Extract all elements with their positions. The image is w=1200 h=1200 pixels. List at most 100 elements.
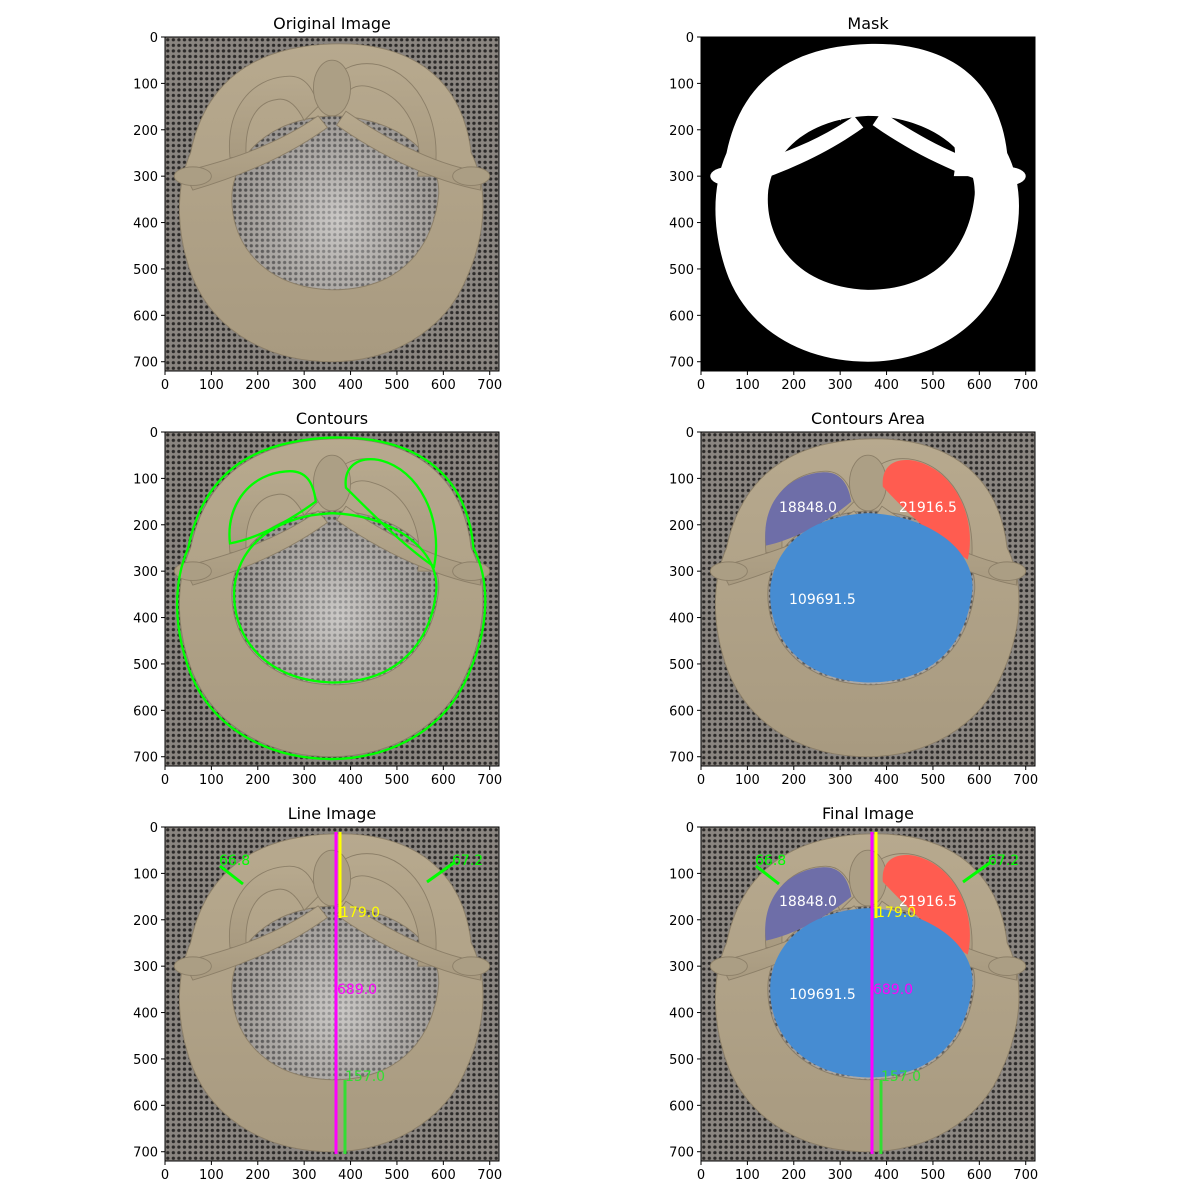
x-tick-label: 100 bbox=[735, 773, 760, 788]
x-tick-label: 400 bbox=[874, 378, 899, 393]
x-tick-label: 700 bbox=[1013, 378, 1038, 393]
y-tick-label: 300 bbox=[669, 170, 694, 185]
y-tick-label: 100 bbox=[669, 77, 694, 92]
axes-frame-lines bbox=[164, 826, 500, 1162]
area-label-lower: 109691.5 bbox=[789, 592, 856, 608]
x-tick-label: 0 bbox=[161, 773, 169, 788]
line-overlays bbox=[219, 832, 456, 1154]
x-tick-label: 100 bbox=[199, 378, 224, 393]
panel-title-area: Contours Area bbox=[811, 409, 925, 428]
x-tick-label: 700 bbox=[477, 1168, 502, 1183]
y-tick-label: 600 bbox=[669, 704, 694, 719]
x-tick-label: 500 bbox=[385, 1168, 410, 1183]
y-tick-label: 700 bbox=[669, 1146, 694, 1161]
y-tick-label: 0 bbox=[150, 31, 158, 46]
panel-final-image bbox=[701, 827, 1036, 1162]
y-tick-label: 300 bbox=[133, 170, 158, 185]
line-angle-left: 66.8 bbox=[219, 853, 250, 869]
y-tick-label: 600 bbox=[133, 704, 158, 719]
x-tick-label: 600 bbox=[967, 773, 992, 788]
y-tick-label: 200 bbox=[133, 519, 158, 534]
line-total-height: 689.0 bbox=[337, 982, 377, 998]
y-tick-label: 100 bbox=[669, 472, 694, 487]
x-tick-label: 500 bbox=[385, 773, 410, 788]
y-tick-label: 200 bbox=[133, 124, 158, 139]
x-tick-label: 600 bbox=[431, 378, 456, 393]
x-tick-label: 500 bbox=[921, 773, 946, 788]
y-tick-label: 100 bbox=[133, 867, 158, 882]
y-tick-label: 0 bbox=[686, 821, 694, 836]
axes-frame-original bbox=[164, 36, 500, 372]
y-tick-label: 0 bbox=[686, 31, 694, 46]
y-tick-label: 200 bbox=[669, 519, 694, 534]
y-tick-label: 500 bbox=[133, 1053, 158, 1068]
line-bottom-thickness: 157.0 bbox=[345, 1069, 385, 1085]
y-tick-label: 700 bbox=[133, 751, 158, 766]
x-tick-label: 300 bbox=[292, 1168, 317, 1183]
x-tick-label: 500 bbox=[921, 1168, 946, 1183]
x-tick-label: 600 bbox=[967, 378, 992, 393]
axes-frame-contours bbox=[164, 431, 500, 767]
y-tick-label: 300 bbox=[669, 565, 694, 580]
x-tick-label: 400 bbox=[338, 773, 363, 788]
y-tick-label: 400 bbox=[133, 612, 158, 627]
panel-title-lines: Line Image bbox=[288, 804, 377, 823]
x-tick-label: 600 bbox=[431, 1168, 456, 1183]
y-tick-label: 0 bbox=[150, 821, 158, 836]
x-tick-label: 600 bbox=[967, 1168, 992, 1183]
y-tick-label: 600 bbox=[133, 309, 158, 324]
final-bottom-thickness: 157.0 bbox=[881, 1069, 921, 1085]
y-tick-label: 500 bbox=[133, 658, 158, 673]
panel-mask-image bbox=[701, 37, 1036, 372]
final-angle-right: 67.2 bbox=[988, 853, 1019, 869]
axes-frame-mask bbox=[700, 36, 1036, 372]
x-tick-label: 400 bbox=[874, 773, 899, 788]
x-tick-label: 300 bbox=[828, 1168, 853, 1183]
y-tick-label: 500 bbox=[669, 263, 694, 278]
x-tick-label: 200 bbox=[781, 773, 806, 788]
y-tick-label: 400 bbox=[669, 612, 694, 627]
y-tick-label: 300 bbox=[669, 960, 694, 975]
x-tick-label: 100 bbox=[735, 378, 760, 393]
area-label-upper-right: 21916.5 bbox=[899, 500, 957, 516]
y-tick-label: 200 bbox=[669, 124, 694, 139]
x-tick-label: 0 bbox=[697, 773, 705, 788]
axes-frame-final bbox=[700, 826, 1036, 1162]
panel-title-mask: Mask bbox=[847, 14, 889, 33]
x-tick-label: 400 bbox=[338, 1168, 363, 1183]
x-tick-label: 700 bbox=[477, 378, 502, 393]
x-tick-label: 100 bbox=[199, 773, 224, 788]
x-tick-label: 200 bbox=[781, 378, 806, 393]
x-tick-label: 300 bbox=[828, 378, 853, 393]
panel-title-final: Final Image bbox=[822, 804, 914, 823]
final-top-thickness: 179.0 bbox=[876, 905, 916, 921]
panel-area-image bbox=[701, 432, 1036, 767]
y-tick-label: 100 bbox=[133, 77, 158, 92]
y-tick-label: 600 bbox=[669, 1099, 694, 1114]
y-tick-label: 600 bbox=[133, 1099, 158, 1114]
x-tick-label: 400 bbox=[874, 1168, 899, 1183]
y-tick-label: 500 bbox=[133, 263, 158, 278]
line-angle-right: 67.2 bbox=[452, 853, 483, 869]
y-tick-label: 700 bbox=[133, 1146, 158, 1161]
y-tick-label: 700 bbox=[669, 356, 694, 371]
axes-layer: 0 100 200 300 400 500 600 700010020030040050060… bbox=[133, 31, 1038, 1183]
x-tick-label: 200 bbox=[245, 378, 270, 393]
x-tick-label: 300 bbox=[292, 378, 317, 393]
x-tick-label: 400 bbox=[338, 378, 363, 393]
y-tick-label: 100 bbox=[669, 867, 694, 882]
y-tick-label: 700 bbox=[133, 356, 158, 371]
y-tick-label: 400 bbox=[133, 1007, 158, 1022]
y-tick-label: 0 bbox=[686, 426, 694, 441]
line-top-thickness: 179.0 bbox=[340, 905, 380, 921]
x-tick-label: 100 bbox=[199, 1168, 224, 1183]
y-tick-label: 500 bbox=[669, 658, 694, 673]
y-tick-label: 600 bbox=[669, 309, 694, 324]
x-tick-label: 200 bbox=[245, 1168, 270, 1183]
y-tick-label: 400 bbox=[133, 217, 158, 232]
panel-lines-image bbox=[165, 827, 500, 1162]
x-tick-label: 0 bbox=[697, 1168, 705, 1183]
x-tick-label: 700 bbox=[477, 773, 502, 788]
x-tick-label: 600 bbox=[431, 773, 456, 788]
